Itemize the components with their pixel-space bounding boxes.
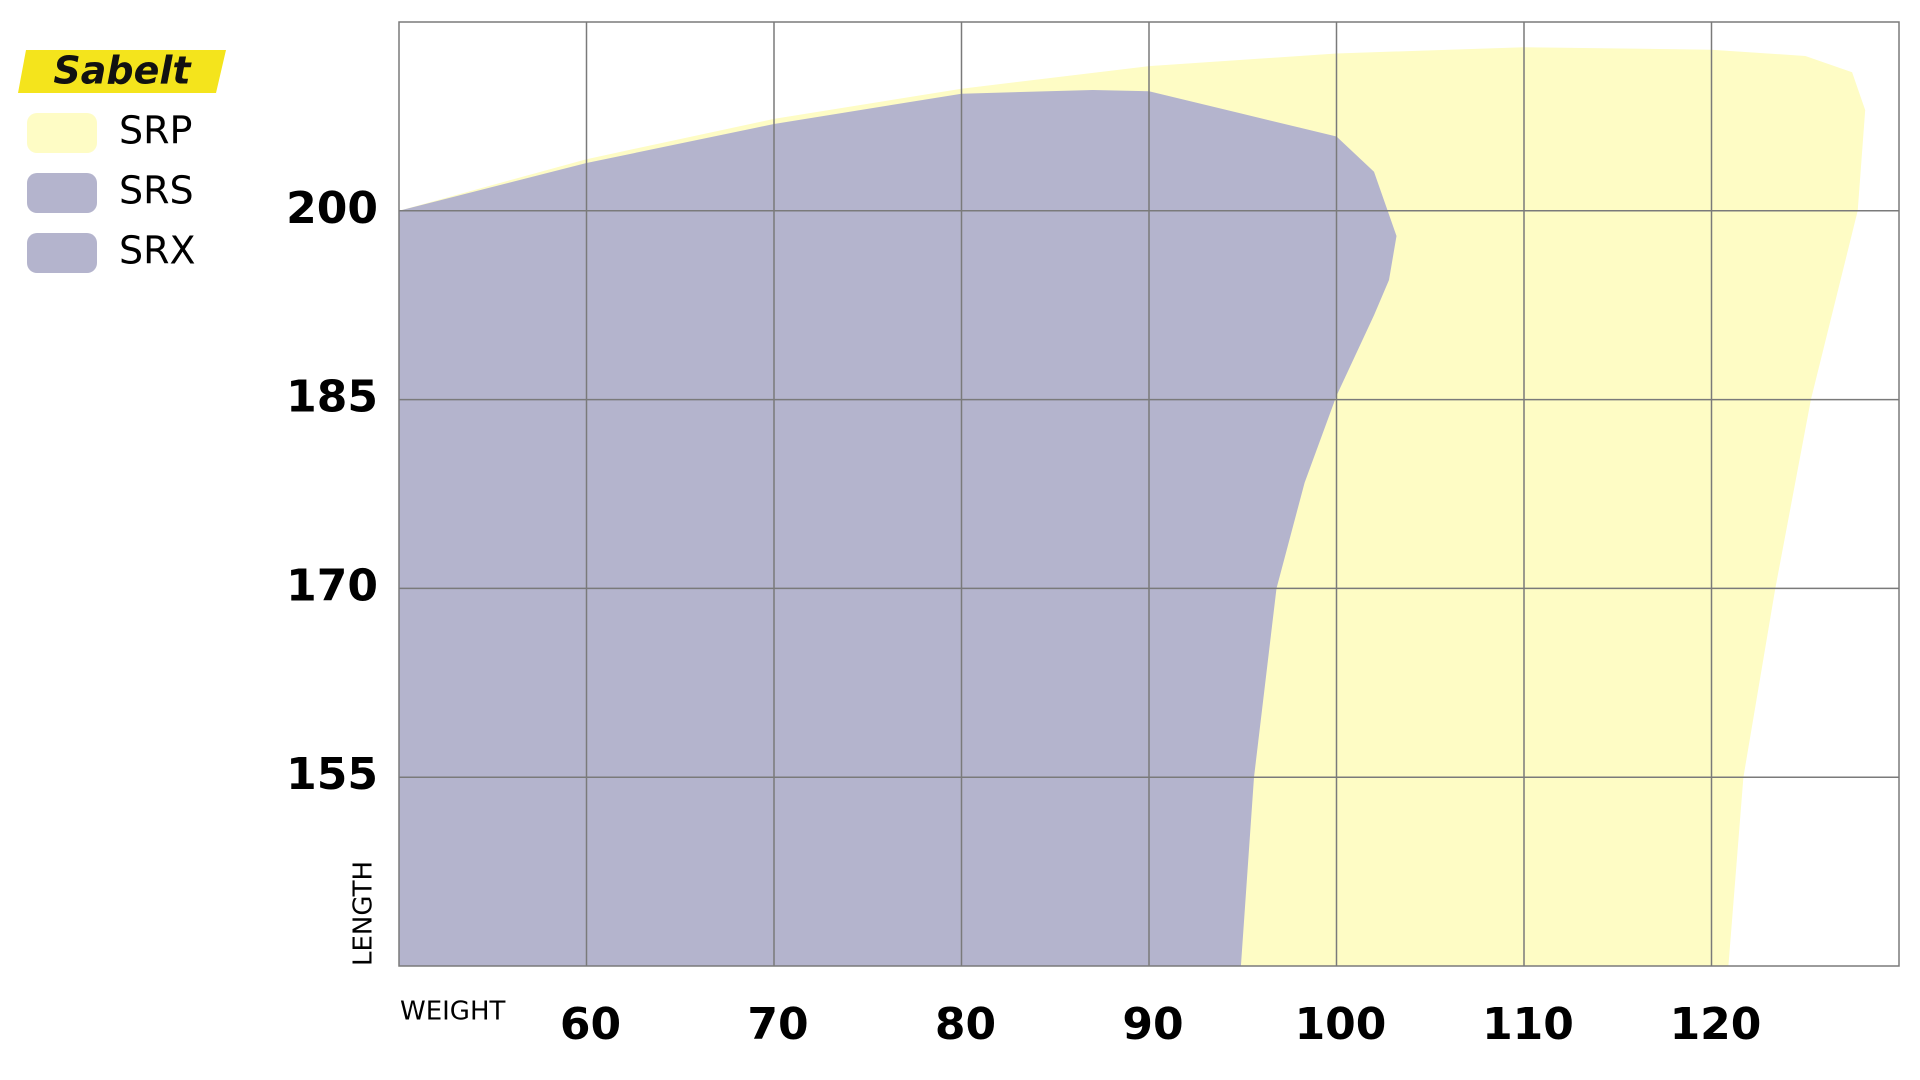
x-tick-label: 100	[1295, 999, 1387, 1050]
plot-area	[398, 21, 1900, 967]
x-tick-label: 70	[747, 999, 808, 1050]
plot-frame	[398, 21, 1900, 967]
legend-swatch	[27, 173, 97, 213]
x-tick-label: 90	[1122, 999, 1183, 1050]
y-tick-label: 200	[286, 183, 378, 234]
legend-label: SRX	[119, 229, 196, 273]
x-tick-label: 110	[1482, 999, 1574, 1050]
y-tick-label: 170	[286, 560, 378, 611]
y-tick-label: 185	[286, 372, 378, 423]
x-tick-label: 80	[935, 999, 996, 1050]
logo-text: Sabelt	[53, 49, 192, 93]
y-tick-label: 155	[286, 749, 378, 800]
x-axis-label: WEIGHT	[400, 997, 506, 1027]
logo: Sabelt	[18, 49, 226, 93]
y-axis-label: LENGTH	[349, 861, 379, 966]
logo-badge	[18, 50, 226, 93]
legend-swatch	[27, 233, 97, 273]
x-tick-label: 60	[560, 999, 621, 1050]
legend-label: SRS	[119, 169, 194, 213]
area	[399, 90, 1397, 966]
legend-swatch	[27, 113, 97, 153]
legend-label: SRP	[119, 109, 192, 153]
x-tick-label: 120	[1670, 999, 1762, 1050]
